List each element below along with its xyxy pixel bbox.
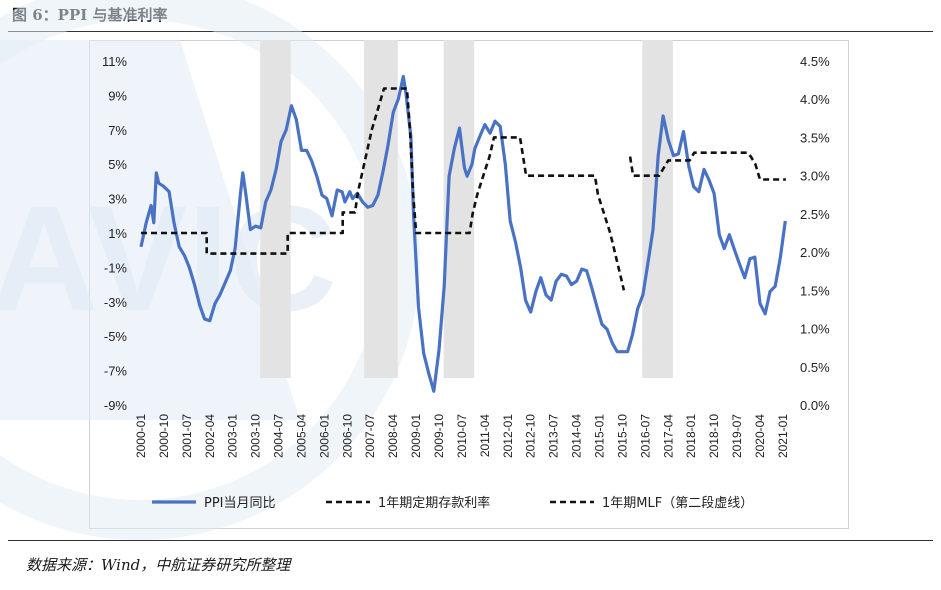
source-note: 数据来源：Wind，中航证券研究所整理 bbox=[26, 556, 291, 574]
right-tick-label: 0.0% bbox=[800, 398, 830, 413]
x-tick-label: 2009-01 bbox=[409, 414, 423, 458]
right-tick-label: 0.5% bbox=[800, 360, 830, 375]
x-tick-label: 2012-01 bbox=[501, 414, 515, 458]
x-tick-label: 2006-10 bbox=[340, 414, 354, 458]
watermark-ring bbox=[0, 0, 420, 540]
x-tick-label: 2000-01 bbox=[134, 414, 148, 458]
left-tick-label: 11% bbox=[102, 54, 127, 69]
x-tick-label: 2000-10 bbox=[157, 414, 171, 458]
left-tick-label: -3% bbox=[104, 295, 128, 310]
x-axis: 2000-01 2000-10 2001-07 2002-04 2003-01 2003-… bbox=[134, 414, 790, 458]
x-tick-label: 2014-04 bbox=[570, 414, 584, 458]
left-tick-label: 9% bbox=[108, 88, 127, 103]
series-lines bbox=[139, 74, 787, 393]
top-divider bbox=[8, 31, 933, 32]
x-tick-label: 2008-04 bbox=[386, 414, 400, 458]
right-tick-label: 3.0% bbox=[800, 169, 830, 184]
right-tick-label: 1.0% bbox=[800, 322, 830, 337]
right-tick-label: 2.0% bbox=[800, 245, 830, 260]
left-tick-label: -7% bbox=[104, 364, 128, 379]
avic-watermark: AVIC bbox=[0, 0, 420, 540]
legend-ppi-label: PPI当月同比 bbox=[204, 496, 276, 511]
x-tick-label: 2004-07 bbox=[272, 414, 286, 458]
bottom-divider bbox=[8, 540, 933, 541]
left-tick-label: -1% bbox=[104, 260, 128, 275]
x-tick-label: 2016-07 bbox=[638, 414, 652, 458]
x-tick-label: 2007-07 bbox=[363, 414, 377, 458]
left-tick-label: 5% bbox=[108, 157, 127, 172]
legend-deposit-rate-label: 1年期定期存款利率 bbox=[378, 495, 490, 511]
x-tick-label: 2012-10 bbox=[524, 414, 538, 458]
x-tick-label: 2013-07 bbox=[547, 414, 561, 458]
x-tick-label: 2003-10 bbox=[249, 414, 263, 458]
left-tick-label: 3% bbox=[108, 192, 127, 207]
x-tick-label: 2018-01 bbox=[684, 414, 698, 458]
x-tick-label: 2018-10 bbox=[707, 414, 721, 458]
x-tick-label: 2019-07 bbox=[730, 414, 744, 458]
right-tick-label: 2.5% bbox=[800, 207, 830, 222]
mlf-rate-line bbox=[628, 151, 786, 181]
deposit-rate-line bbox=[141, 87, 626, 291]
x-tick-label: 2010-07 bbox=[455, 414, 469, 458]
x-tick-label: 2015-10 bbox=[615, 414, 629, 458]
ppi-line bbox=[139, 74, 787, 393]
x-tick-label: 2015-01 bbox=[592, 414, 606, 458]
x-tick-label: 2005-04 bbox=[294, 414, 308, 458]
x-tick-label: 2017-04 bbox=[661, 414, 675, 458]
right-tick-label: 4.5% bbox=[800, 54, 830, 69]
right-tick-label: 4.0% bbox=[800, 92, 830, 107]
x-tick-label: 2006-01 bbox=[317, 414, 331, 458]
x-tick-label: 2011-04 bbox=[478, 414, 492, 457]
left-y-axis: 11% 9% 7% 5% 3% 1% -1% -3% -5% -7% -9% bbox=[102, 54, 127, 413]
right-y-axis: 4.5% 4.0% 3.5% 3.0% 2.5% 2.0% 1.5% 1.0% 0.5% 0.0% bbox=[800, 54, 830, 413]
x-tick-label: 2002-04 bbox=[203, 414, 217, 458]
left-tick-label: -9% bbox=[104, 398, 128, 413]
right-tick-label: 3.5% bbox=[800, 130, 830, 145]
x-tick-label: 2009-10 bbox=[432, 414, 446, 458]
left-tick-label: 7% bbox=[108, 123, 127, 138]
watermark-shape bbox=[0, 40, 300, 420]
shaded-period bbox=[642, 40, 673, 378]
x-tick-label: 2021-01 bbox=[776, 414, 790, 458]
right-tick-label: 1.5% bbox=[800, 283, 830, 298]
legend: PPI当月同比 1年期定期存款利率 1年期MLF（第二段虚线） bbox=[152, 495, 753, 511]
x-tick-label: 2001-07 bbox=[180, 414, 194, 458]
x-tick-label: 2003-01 bbox=[226, 414, 240, 458]
left-tick-label: 1% bbox=[108, 226, 127, 241]
legend-mlf-rate-label: 1年期MLF（第二段虚线） bbox=[602, 496, 753, 511]
left-tick-label: -5% bbox=[104, 329, 128, 344]
x-tick-label: 2020-04 bbox=[753, 414, 767, 458]
shaded-period bbox=[364, 40, 398, 378]
